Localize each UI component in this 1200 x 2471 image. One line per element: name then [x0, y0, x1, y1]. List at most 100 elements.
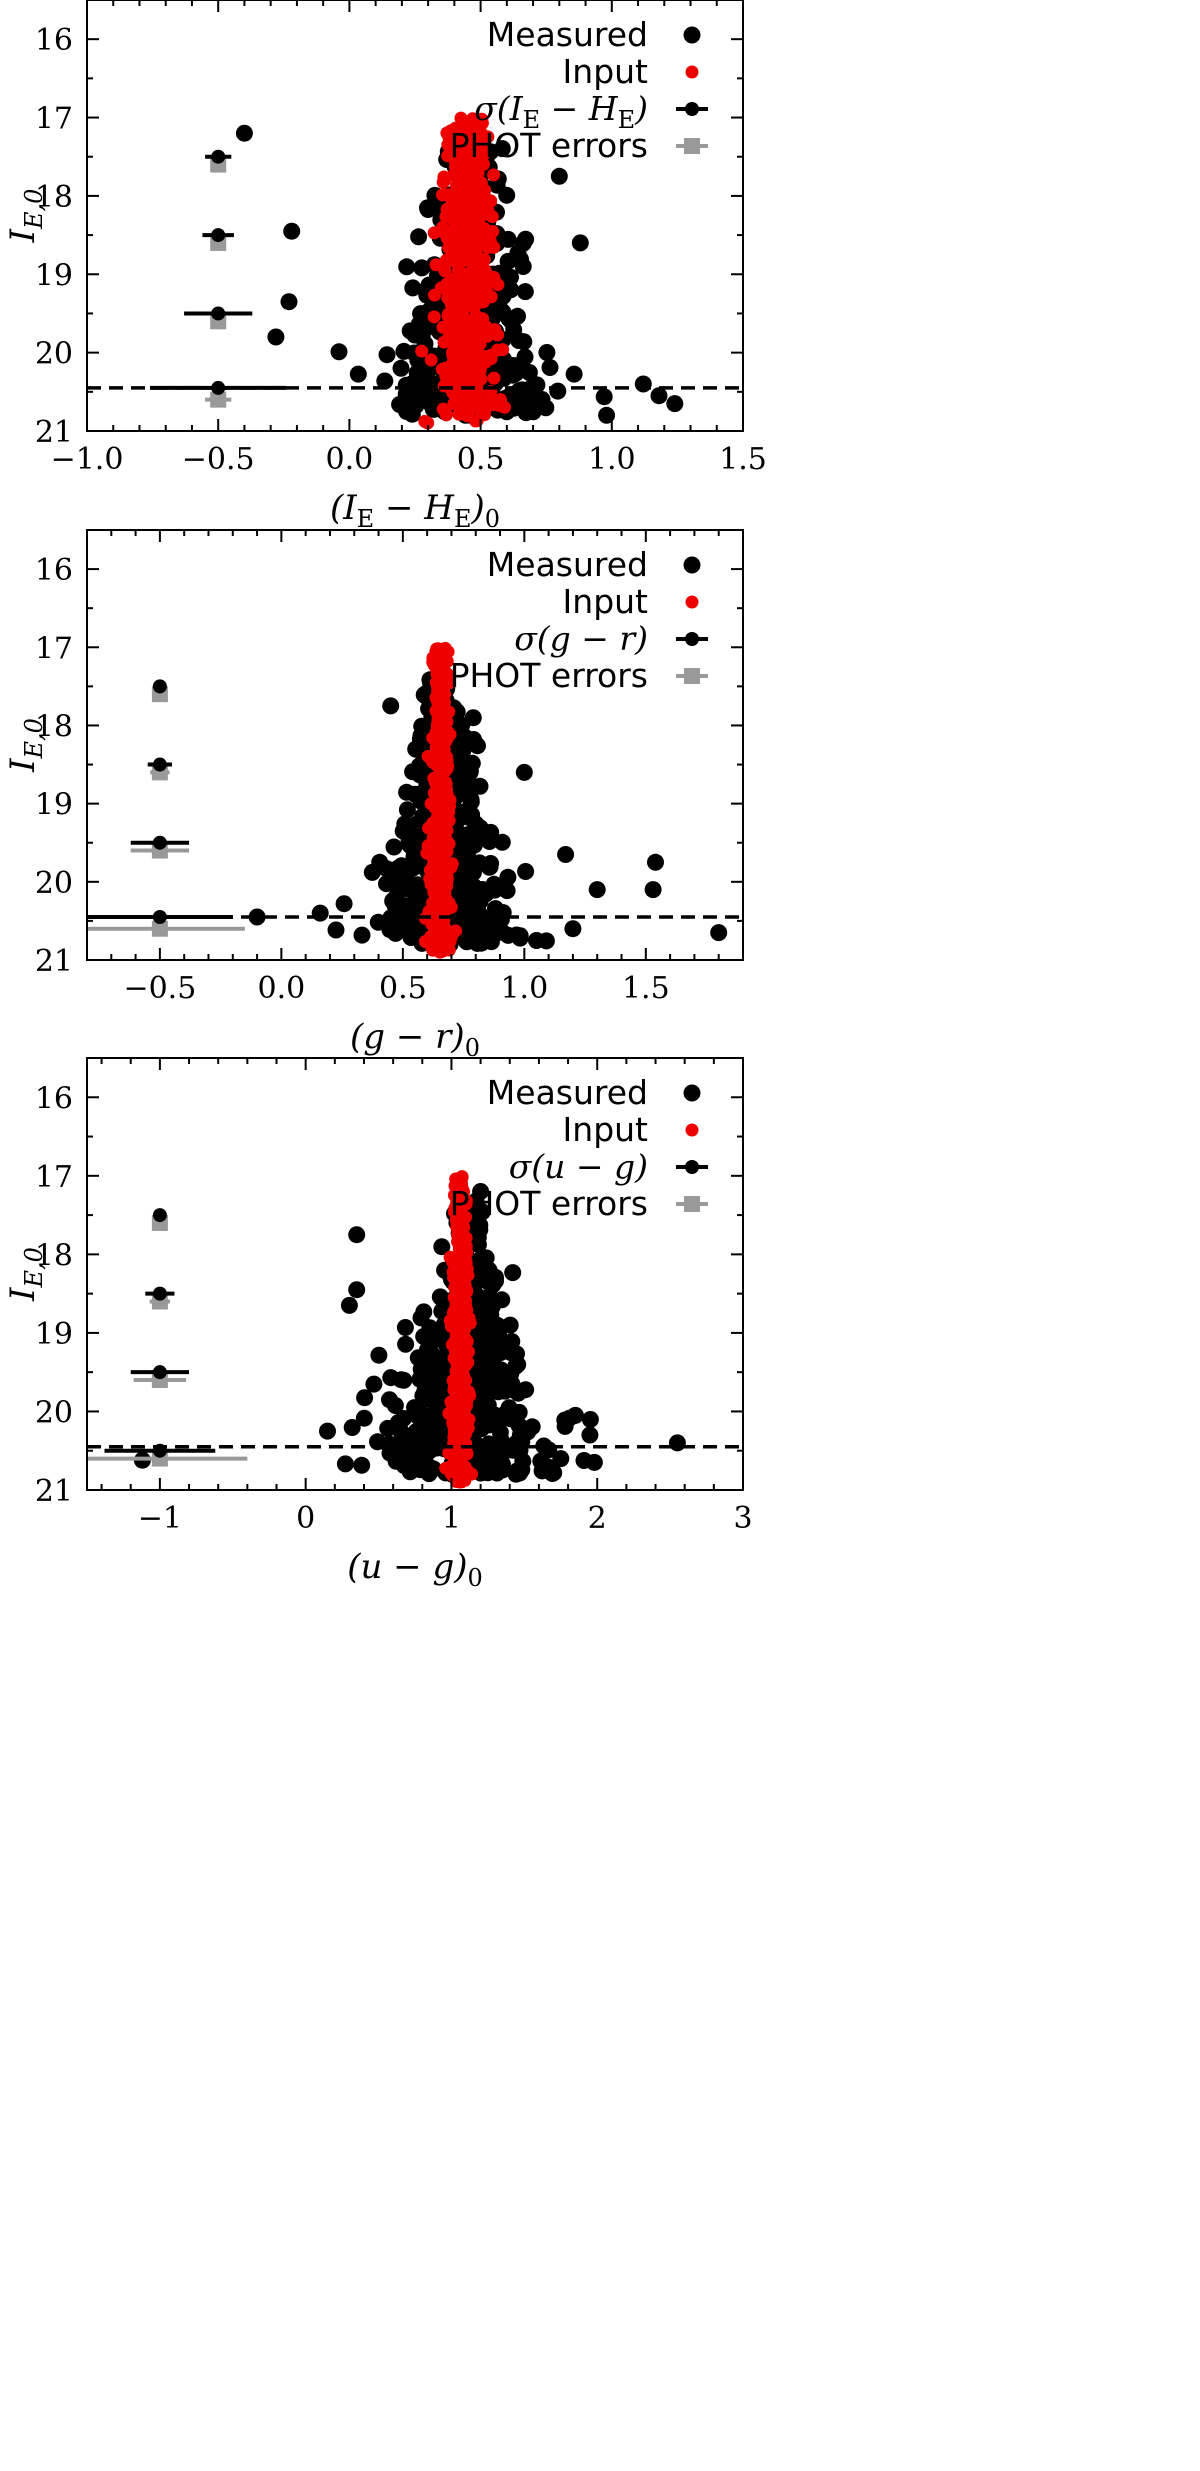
input-point: [472, 123, 485, 137]
measured-point: [267, 328, 285, 346]
measured-point: [549, 382, 567, 400]
input-point: [481, 206, 494, 220]
input-point: [484, 195, 497, 208]
data-layer: [87, 641, 743, 959]
input-point: [439, 842, 453, 856]
input-point: [459, 1293, 472, 1307]
legend-input-label: Input: [563, 582, 649, 621]
input-point: [428, 799, 442, 813]
y-tick-label: 16: [35, 1081, 73, 1116]
measured-point: [412, 727, 430, 745]
legend-measured-label: Measured: [487, 15, 648, 54]
legend-sigma-marker: [685, 102, 699, 116]
measured-point: [413, 1407, 431, 1425]
input-point: [441, 309, 455, 323]
y-tick-label: 18: [35, 1238, 73, 1273]
input-point: [491, 278, 505, 292]
measured-point: [410, 228, 428, 246]
measured-point: [407, 1423, 425, 1441]
measured-point: [411, 760, 429, 778]
measured-point: [504, 1264, 522, 1282]
measured-point: [398, 258, 416, 276]
input-point: [465, 198, 479, 211]
input-point: [482, 289, 496, 303]
y-tick-label: 20: [35, 1395, 73, 1430]
input-point: [466, 112, 480, 126]
input-points: [439, 1170, 479, 1489]
x-tick-label: 1.0: [500, 971, 548, 1006]
legend-sigma-marker: [685, 1160, 699, 1174]
axes-frame: [86, 0, 744, 432]
input-point: [457, 1268, 470, 1282]
measured-point: [429, 1428, 447, 1446]
measured-point: [398, 801, 416, 819]
sigma-error-marker: [152, 1365, 167, 1380]
y-tick-label: 21: [35, 415, 73, 450]
input-point: [455, 1256, 469, 1270]
legend-measured-marker: [683, 556, 701, 574]
y-axis-label: IE,0​: [3, 189, 48, 244]
measured-point: [343, 1419, 361, 1436]
measured-point: [634, 375, 652, 393]
error-bars: [87, 679, 245, 937]
x-tick-label: 0.0: [258, 971, 306, 1006]
error-bars: [149, 149, 287, 408]
x-tick-label: 1: [442, 1501, 461, 1536]
panel-3: 16 17 18 19 20 21 −1 0 1 2 3 (u − g)0​ IE,0​ Measured…: [3, 1057, 753, 1592]
measured-point: [421, 1442, 439, 1459]
x-tick-label: 0.5: [457, 442, 505, 477]
input-point: [478, 146, 492, 160]
measured-point: [419, 363, 437, 380]
input-point: [477, 224, 491, 238]
sigma-error-marker: [152, 679, 167, 694]
measured-point: [481, 1348, 499, 1366]
measured-point: [516, 283, 534, 301]
measured-point: [533, 391, 551, 408]
legend-phot-label: PHOT errors: [450, 656, 648, 695]
ticks: [86, 0, 744, 432]
input-point: [455, 1193, 468, 1207]
measured-point: [349, 365, 367, 383]
x-tick-label: −0.5: [123, 971, 196, 1006]
measured-point: [463, 856, 481, 874]
error-bars: [87, 1208, 248, 1467]
measured-point: [311, 904, 329, 922]
measured-point: [404, 279, 422, 297]
legend-phot-marker: [684, 668, 700, 684]
input-point: [458, 125, 472, 139]
measured-point: [488, 1364, 506, 1382]
measured-point: [564, 920, 582, 938]
measured-points: [133, 1183, 686, 1483]
panel-1: 16 17 18 19 20 21−1.0 −0.5 0.0 0.5 1.0 1.5 (IE − HE…: [3, 0, 767, 533]
input-point: [433, 768, 446, 782]
measured-point: [511, 1464, 529, 1482]
input-point: [421, 416, 435, 430]
input-point: [485, 398, 499, 412]
y-tick-label: 19: [35, 788, 73, 823]
input-point: [436, 320, 450, 334]
y-tick-label: 19: [35, 1317, 73, 1352]
input-point: [441, 801, 455, 815]
input-point: [436, 260, 450, 274]
ticks: [87, 1058, 744, 1491]
measured-point: [392, 1431, 410, 1449]
measured-point: [407, 815, 425, 833]
input-point: [427, 226, 441, 240]
legend-input-marker: [685, 65, 699, 79]
input-point: [461, 182, 475, 196]
measured-point: [550, 167, 568, 185]
measured-point: [647, 853, 664, 871]
x-tick-label: −0.5: [182, 442, 255, 477]
input-point: [442, 139, 456, 152]
x-tick-label: 1.5: [719, 442, 767, 477]
input-point: [433, 678, 447, 691]
measured-point: [515, 333, 533, 351]
input-point: [430, 810, 444, 824]
input-point: [429, 881, 442, 895]
measured-point: [552, 1450, 570, 1468]
x-tick-label: −1: [138, 1501, 182, 1536]
measured-point: [469, 737, 486, 755]
input-point: [477, 279, 491, 293]
